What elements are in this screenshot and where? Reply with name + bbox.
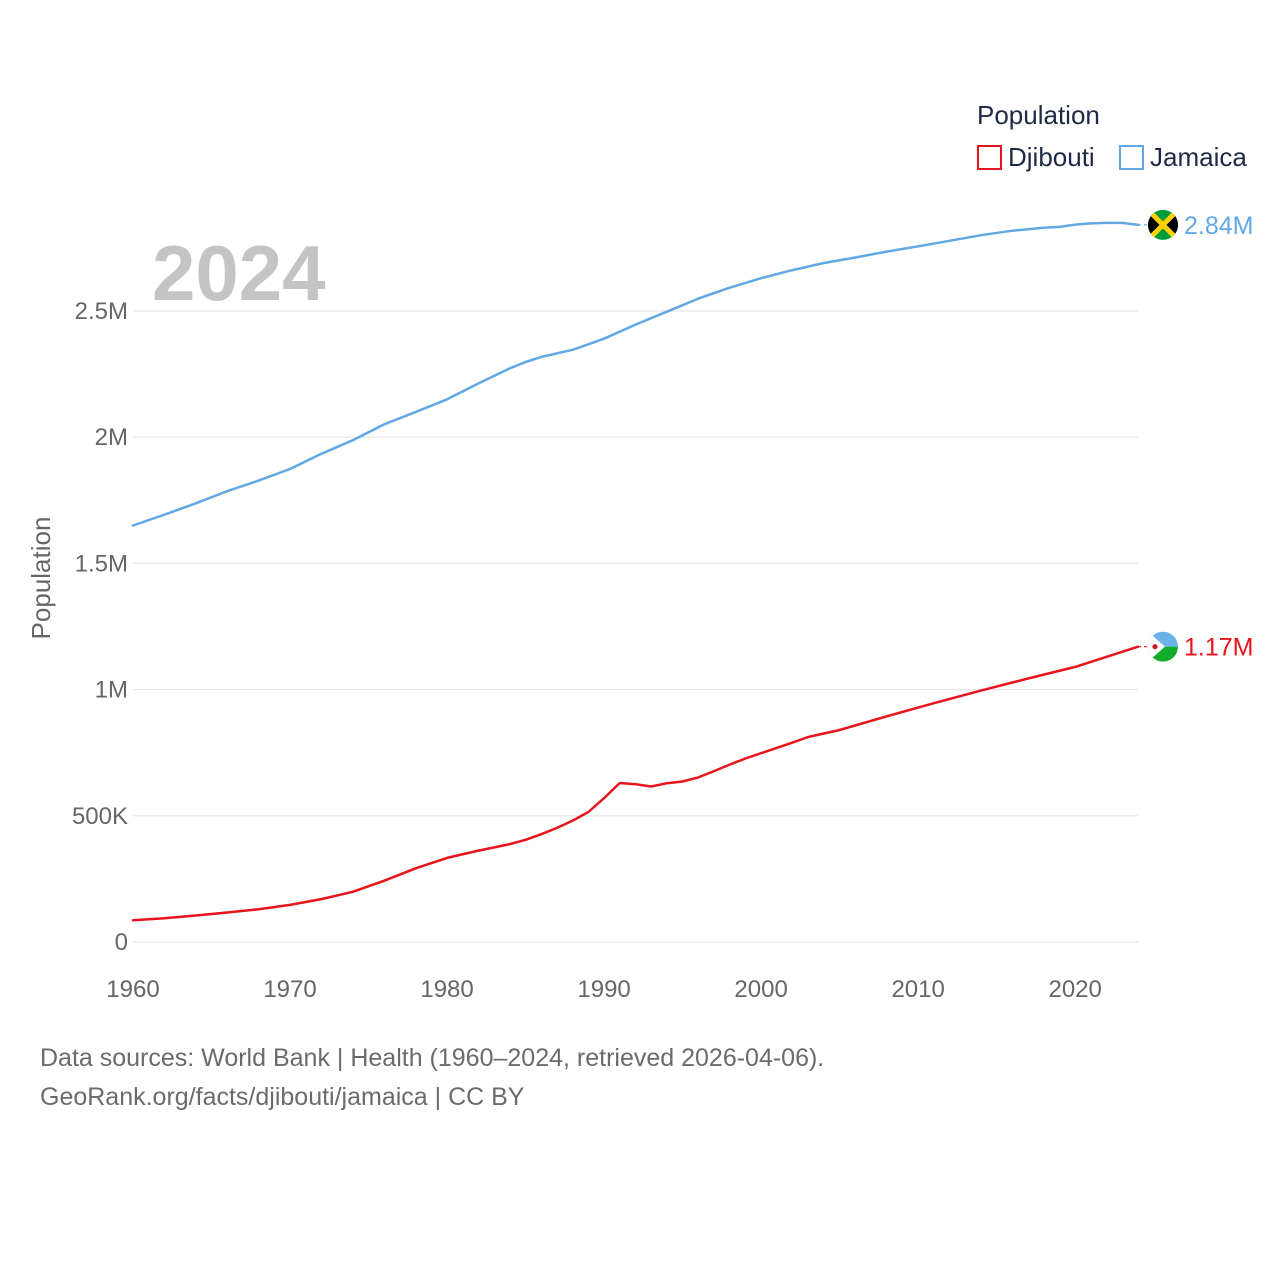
x-tick-label: 1980 — [420, 976, 473, 1003]
footer-attribution: GeoRank.org/facts/djibouti/jamaica | CC … — [40, 1083, 525, 1111]
legend-item-djibouti[interactable]: Djibouti — [977, 142, 1095, 172]
x-axis-ticks: 1960 1970 1980 1990 2000 2010 2020 — [106, 976, 1102, 1003]
y-axis-ticks: 0 500K 1M 1.5M 2M 2.5M — [72, 298, 128, 956]
legend-title: Population — [977, 100, 1100, 130]
y-tick-label: 500K — [72, 803, 128, 830]
legend: Population Djibouti Jamaica — [977, 100, 1247, 172]
end-value-label-jamaica: 2.84M — [1184, 212, 1253, 240]
x-tick-label: 2020 — [1048, 976, 1101, 1003]
y-tick-label: 2.5M — [75, 298, 128, 325]
x-tick-label: 1960 — [106, 976, 159, 1003]
year-label: 2024 — [152, 229, 326, 317]
x-tick-label: 1970 — [263, 976, 316, 1003]
y-axis-title: Population — [26, 517, 56, 640]
x-tick-label: 1990 — [577, 976, 630, 1003]
series-endpoints: 1.17M 2.84M — [1138, 209, 1253, 662]
end-value-label-djibouti: 1.17M — [1184, 634, 1253, 662]
legend-swatch-jamaica — [1119, 145, 1144, 170]
y-tick-label: 2M — [95, 424, 128, 451]
grid-lines — [133, 310, 1138, 943]
legend-label-djibouti: Djibouti — [1008, 142, 1095, 172]
jamaica-flag — [1148, 209, 1178, 240]
djibouti-flag — [1148, 631, 1178, 662]
series-line-jamaica[interactable] — [131, 221, 1140, 527]
x-tick-label: 2000 — [734, 976, 787, 1003]
legend-swatch-djibouti — [977, 145, 1002, 170]
y-tick-label: 0 — [115, 929, 128, 956]
y-tick-label: 1.5M — [75, 550, 128, 577]
series-lines — [131, 221, 1140, 922]
legend-item-jamaica[interactable]: Jamaica — [1119, 142, 1247, 172]
series-line-djibouti[interactable] — [131, 645, 1140, 922]
footer-sources: Data sources: World Bank | Health (1960–… — [40, 1044, 825, 1072]
legend-label-jamaica: Jamaica — [1150, 142, 1247, 172]
y-tick-label: 1M — [95, 677, 128, 704]
x-tick-label: 2010 — [891, 976, 944, 1003]
